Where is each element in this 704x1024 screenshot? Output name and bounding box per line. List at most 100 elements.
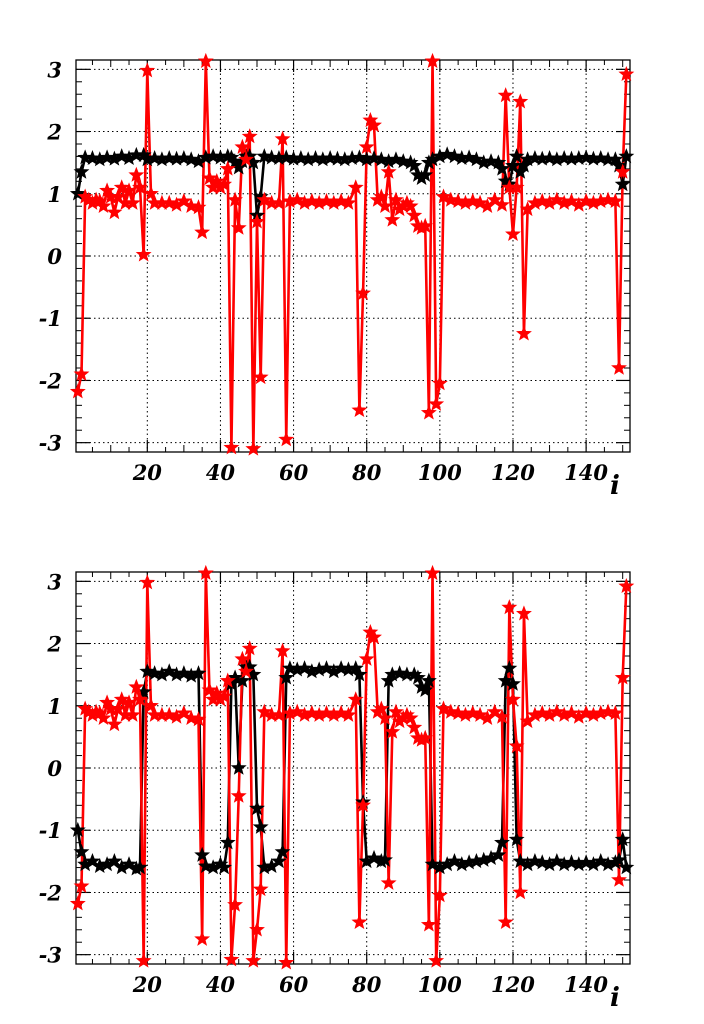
- series-point-0: [490, 846, 507, 862]
- top-chart: 20 40 60 80 100 120 140 -3 -2 -1 0 1 2 3 i: [39, 52, 635, 501]
- series-point-1: [223, 439, 240, 455]
- series-point-1: [501, 599, 518, 615]
- series-point-1: [384, 723, 401, 739]
- series-point-0: [417, 166, 434, 182]
- series-point-1: [230, 787, 247, 803]
- series-point-0: [318, 660, 335, 676]
- series-point-0: [592, 852, 609, 869]
- series-point-1: [611, 359, 627, 375]
- series-point-0: [548, 852, 565, 869]
- series-point-1: [402, 197, 419, 213]
- plot-frame: [75, 571, 631, 965]
- x-tick-label: 80: [351, 460, 382, 485]
- series-point-1: [428, 395, 445, 411]
- series-point-1: [132, 179, 148, 195]
- series-point-0: [69, 185, 86, 201]
- series-point-1: [442, 191, 459, 207]
- series-line-1: [76, 59, 628, 451]
- series-point-1: [366, 116, 382, 133]
- series-point-0: [307, 149, 324, 166]
- series-point-1: [373, 188, 390, 204]
- series-point-1: [614, 163, 631, 179]
- x-tick-label: 100: [418, 460, 462, 485]
- series-point-1: [435, 188, 452, 204]
- series-point-1: [600, 191, 616, 207]
- series-point-1: [351, 913, 368, 930]
- series-point-1: [238, 151, 254, 167]
- series-point-1: [135, 952, 152, 968]
- series-point-0: [146, 149, 163, 166]
- series-point-0: [99, 149, 116, 165]
- x-axis-title: i: [610, 471, 620, 501]
- series-point-0: [73, 163, 90, 179]
- series-point-1: [234, 138, 251, 154]
- series-point-1: [175, 704, 192, 720]
- series-point-1: [227, 896, 243, 912]
- series-point-1: [190, 711, 207, 727]
- series-point-0: [278, 669, 295, 685]
- series-point-1: [249, 213, 265, 229]
- series-point-0: [73, 843, 90, 859]
- series-point-1: [238, 663, 254, 679]
- series-point-1: [351, 401, 368, 418]
- series-point-1: [245, 952, 262, 968]
- series-point-1: [208, 172, 225, 189]
- series-point-1: [377, 197, 393, 213]
- series-point-1: [417, 217, 434, 233]
- series-point-1: [431, 887, 448, 903]
- series-point-0: [483, 153, 499, 169]
- series-point-1: [494, 708, 510, 724]
- series-point-1: [486, 703, 503, 719]
- series-point-1: [548, 191, 565, 207]
- series-point-1: [197, 52, 214, 68]
- series-point-1: [516, 605, 532, 621]
- series-point-1: [143, 185, 159, 201]
- series-point-1: [227, 191, 243, 207]
- y-tick-label: 1: [47, 694, 62, 719]
- series-point-0: [84, 852, 101, 869]
- series-point-0: [175, 149, 192, 166]
- series-point-0: [541, 149, 558, 166]
- series-point-0: [274, 843, 291, 859]
- x-tick-label: 140: [564, 972, 608, 997]
- series-point-0: [406, 157, 423, 173]
- x-tick-label: 60: [279, 972, 309, 997]
- series-point-0: [249, 800, 265, 816]
- series-point-0: [526, 852, 543, 869]
- series-point-0: [618, 859, 635, 875]
- series-point-0: [230, 759, 247, 775]
- series-point-1: [69, 383, 86, 399]
- series-point-1: [175, 192, 192, 208]
- series-point-1: [373, 700, 390, 716]
- series-point-1: [216, 176, 233, 192]
- series-point-0: [366, 849, 382, 865]
- series-point-0: [490, 154, 507, 170]
- series-point-1: [406, 207, 423, 223]
- series-point-1: [497, 913, 514, 930]
- series-point-1: [607, 704, 624, 720]
- series-point-0: [197, 857, 214, 874]
- series-point-1: [388, 703, 404, 719]
- series-point-1: [435, 700, 452, 716]
- x-tick-label: 40: [206, 972, 236, 997]
- series-point-0: [611, 851, 627, 867]
- series-point-1: [183, 197, 200, 213]
- series-point-1: [113, 691, 130, 707]
- series-point-1: [402, 709, 419, 725]
- series-point-1: [139, 62, 156, 78]
- x-tick-label: 40: [206, 460, 236, 485]
- series-point-1: [563, 192, 580, 208]
- series-point-0: [494, 834, 510, 850]
- series-point-1: [252, 368, 269, 385]
- series-point-0: [256, 148, 273, 164]
- series-point-1: [384, 211, 401, 227]
- series-point-0: [271, 852, 287, 869]
- series-point-1: [548, 703, 565, 719]
- series-point-0: [377, 851, 393, 867]
- series-point-1: [355, 284, 371, 301]
- series-point-0: [578, 149, 595, 165]
- series-point-1: [347, 691, 364, 707]
- series-point-0: [146, 665, 163, 681]
- series-point-1: [497, 87, 514, 103]
- series-point-0: [216, 859, 233, 875]
